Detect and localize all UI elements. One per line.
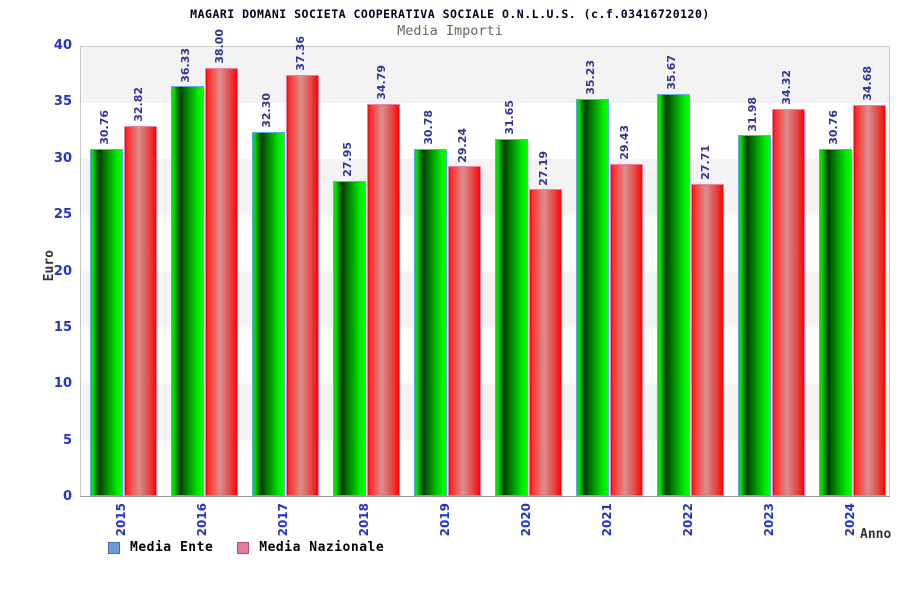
y-tick-label: 5 [62, 432, 72, 448]
chart-subtitle: Media Importi [397, 23, 503, 39]
bar-media-ente-2020 [495, 139, 528, 496]
legend-item-media-nazionale: Media Nazionale [237, 540, 384, 555]
bar-value-label: 34.68 [861, 66, 874, 101]
bar-media-nazionale-2023 [772, 109, 805, 496]
chart-title: MAGARI DOMANI SOCIETA COOPERATIVA SOCIAL… [190, 7, 710, 21]
bar-value-label: 36.33 [179, 47, 192, 83]
bar-value-label: 37.36 [294, 35, 307, 71]
legend-label-media-ente: Media Ente [130, 540, 214, 555]
y-tick-label: 0 [62, 489, 72, 504]
x-tick-label: 2017 [276, 503, 290, 537]
y-tick-label: 20 [53, 263, 72, 279]
x-tick-label: 2020 [519, 503, 533, 537]
bar-value-label: 32.82 [132, 87, 145, 122]
bar-media-ente-2019 [414, 148, 447, 496]
y-tick-label: 10 [53, 376, 72, 392]
y-tick-label: 30 [53, 150, 72, 166]
bar-media-nazionale-2024 [853, 104, 886, 496]
x-tick-label: 2022 [681, 503, 695, 537]
bar-value-label: 27.71 [699, 144, 712, 180]
legend: Media Ente Media Nazionale [108, 540, 384, 555]
x-axis-title: Anno [860, 527, 892, 542]
legend-swatch-media-nazionale [237, 541, 250, 554]
bar-value-label: 34.79 [375, 64, 388, 100]
bar-media-ente-2023 [738, 135, 771, 496]
plot-area: 30.76 32.82 36.33 38.00 32.30 37.36 27.95 34.79… [80, 29, 890, 497]
bar-value-label: 35.23 [584, 60, 597, 95]
legend-swatch-media-ente [108, 541, 120, 554]
bar-media-ente-2024 [819, 149, 852, 496]
bar-media-ente-2016 [171, 86, 204, 496]
x-tick-label: 2015 [114, 503, 128, 537]
bar-value-label: 29.43 [618, 125, 631, 161]
bar-value-label: 31.65 [503, 100, 516, 136]
y-tick-label: 25 [53, 207, 72, 223]
bar-media-ente-2021 [576, 98, 609, 496]
legend-item-media-ente: Media Ente [108, 540, 213, 555]
x-tick-label: 2018 [357, 503, 371, 537]
bar-media-nazionale-2015 [124, 125, 157, 496]
bar-media-nazionale-2017 [286, 74, 319, 496]
x-tick-label: 2024 [843, 503, 857, 537]
bar-value-label: 30.76 [98, 110, 111, 146]
x-tick-label: 2016 [195, 503, 209, 537]
bar-media-ente-2018 [333, 180, 366, 496]
bar-media-nazionale-2019 [448, 166, 481, 496]
bar-media-nazionale-2022 [691, 183, 724, 496]
bar-value-label: 30.76 [827, 110, 840, 146]
bar-value-label: 30.78 [422, 110, 435, 145]
bar-media-nazionale-2016 [205, 67, 238, 496]
bar-media-ente-2022 [657, 93, 690, 496]
y-tick-label: 35 [53, 94, 72, 110]
y-tick-label: 15 [53, 319, 72, 335]
bar-value-label: 31.98 [746, 96, 759, 132]
x-tick-label: 2023 [762, 503, 776, 537]
legend-label-media-nazionale: Media Nazionale [259, 540, 385, 555]
bar-value-label: 27.19 [537, 150, 550, 186]
bar-value-label: 32.30 [260, 93, 273, 128]
bar-value-label: 29.24 [456, 127, 469, 163]
y-tick-label: 40 [53, 38, 72, 53]
bar-value-label: 38.00 [213, 28, 226, 64]
x-tick-label: 2019 [438, 503, 452, 537]
bar-media-nazionale-2020 [529, 189, 562, 496]
bar-value-label: 27.95 [341, 142, 354, 177]
bar-media-nazionale-2021 [610, 164, 643, 496]
bar-media-ente-2017 [252, 131, 285, 496]
x-tick-label: 2021 [600, 503, 614, 537]
bar-media-nazionale-2018 [367, 103, 400, 496]
bar-value-label: 34.32 [780, 70, 793, 106]
bar-value-label: 35.67 [665, 55, 678, 90]
bar-media-ente-2015 [90, 149, 123, 496]
